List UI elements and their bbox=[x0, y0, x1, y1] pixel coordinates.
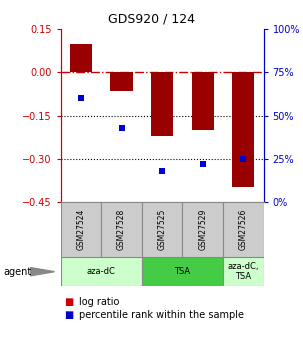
Text: GSM27526: GSM27526 bbox=[239, 209, 248, 250]
Text: GDS920 / 124: GDS920 / 124 bbox=[108, 12, 195, 25]
Text: log ratio: log ratio bbox=[79, 297, 119, 307]
Bar bbox=[223, 257, 264, 286]
Text: TSA: TSA bbox=[174, 267, 191, 276]
Polygon shape bbox=[30, 268, 55, 276]
Text: agent: agent bbox=[3, 267, 31, 277]
Bar bbox=[61, 257, 142, 286]
Bar bbox=[61, 202, 101, 257]
Text: ■: ■ bbox=[64, 310, 73, 319]
Bar bbox=[223, 202, 264, 257]
Text: GSM27528: GSM27528 bbox=[117, 209, 126, 250]
Bar bbox=[191, 72, 214, 130]
Text: ■: ■ bbox=[64, 297, 73, 307]
Bar bbox=[232, 72, 255, 187]
Bar bbox=[151, 72, 173, 136]
Text: GSM27524: GSM27524 bbox=[76, 209, 85, 250]
Text: GSM27529: GSM27529 bbox=[198, 209, 207, 250]
Bar bbox=[142, 257, 223, 286]
Bar bbox=[182, 202, 223, 257]
Bar bbox=[101, 202, 142, 257]
Bar bbox=[110, 72, 133, 91]
Bar bbox=[70, 44, 92, 72]
Text: GSM27525: GSM27525 bbox=[158, 209, 167, 250]
Bar bbox=[142, 202, 182, 257]
Text: aza-dC,
TSA: aza-dC, TSA bbox=[228, 262, 259, 282]
Text: aza-dC: aza-dC bbox=[87, 267, 116, 276]
Text: percentile rank within the sample: percentile rank within the sample bbox=[79, 310, 244, 319]
